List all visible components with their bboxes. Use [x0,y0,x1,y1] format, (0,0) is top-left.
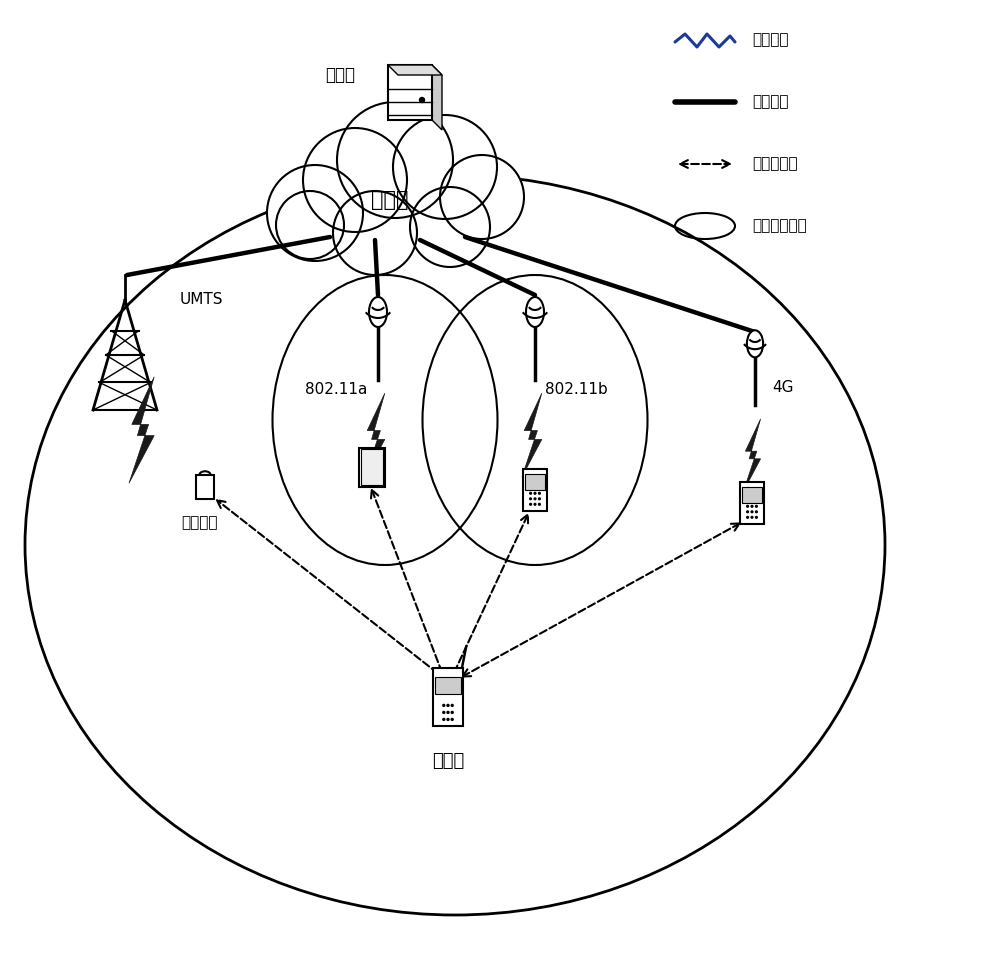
Circle shape [276,191,344,259]
Circle shape [443,704,445,706]
Circle shape [530,492,531,494]
Text: 短距离传输: 短距离传输 [752,157,798,172]
Circle shape [447,719,449,721]
Circle shape [410,187,490,267]
Circle shape [443,712,445,714]
Circle shape [530,503,531,505]
Circle shape [443,719,445,721]
Circle shape [747,517,748,518]
Bar [525,474,545,490]
Bar [361,449,383,485]
Circle shape [447,704,449,706]
Circle shape [451,704,453,706]
Ellipse shape [747,331,763,357]
Circle shape [393,115,497,219]
Text: 互联网: 互联网 [371,190,409,210]
Circle shape [756,505,757,507]
Bar [523,469,547,511]
Circle shape [534,492,536,494]
Circle shape [337,102,453,218]
Circle shape [420,98,424,102]
Circle shape [751,517,753,518]
Bar [196,475,214,499]
Circle shape [751,505,753,507]
Circle shape [539,503,540,505]
Text: 网络覆盖范围: 网络覆盖范围 [752,218,807,233]
Text: 协同终端: 协同终端 [182,515,218,530]
Circle shape [530,498,531,499]
Polygon shape [744,419,761,491]
Circle shape [539,498,540,499]
Circle shape [303,128,407,232]
Text: 4G: 4G [772,379,794,395]
Text: 无线连接: 无线连接 [752,32,788,48]
Bar [433,668,463,726]
Circle shape [440,155,524,239]
Circle shape [447,712,449,714]
Polygon shape [522,393,542,477]
Circle shape [751,511,753,513]
Bar [359,448,385,487]
Bar [388,65,432,120]
Circle shape [534,498,536,499]
Polygon shape [432,65,442,130]
Text: 有线连接: 有线连接 [752,95,788,109]
Circle shape [756,511,757,513]
Ellipse shape [526,297,544,327]
Circle shape [333,191,417,275]
Text: 802.11a: 802.11a [305,382,367,398]
Circle shape [534,503,536,505]
Ellipse shape [285,145,495,251]
Text: UMTS: UMTS [180,292,224,307]
Circle shape [756,517,757,518]
Text: 802.11b: 802.11b [545,382,608,398]
Circle shape [451,712,453,714]
Circle shape [747,505,748,507]
Text: 客户端: 客户端 [432,752,464,770]
Bar [435,677,461,694]
Circle shape [539,492,540,494]
Bar [740,482,764,524]
Bar [742,488,762,503]
Polygon shape [365,393,385,477]
Polygon shape [388,65,442,75]
Circle shape [747,511,748,513]
Polygon shape [129,376,154,484]
Text: 服务器: 服务器 [325,66,355,84]
Ellipse shape [369,297,387,327]
Circle shape [451,719,453,721]
Circle shape [267,165,363,261]
